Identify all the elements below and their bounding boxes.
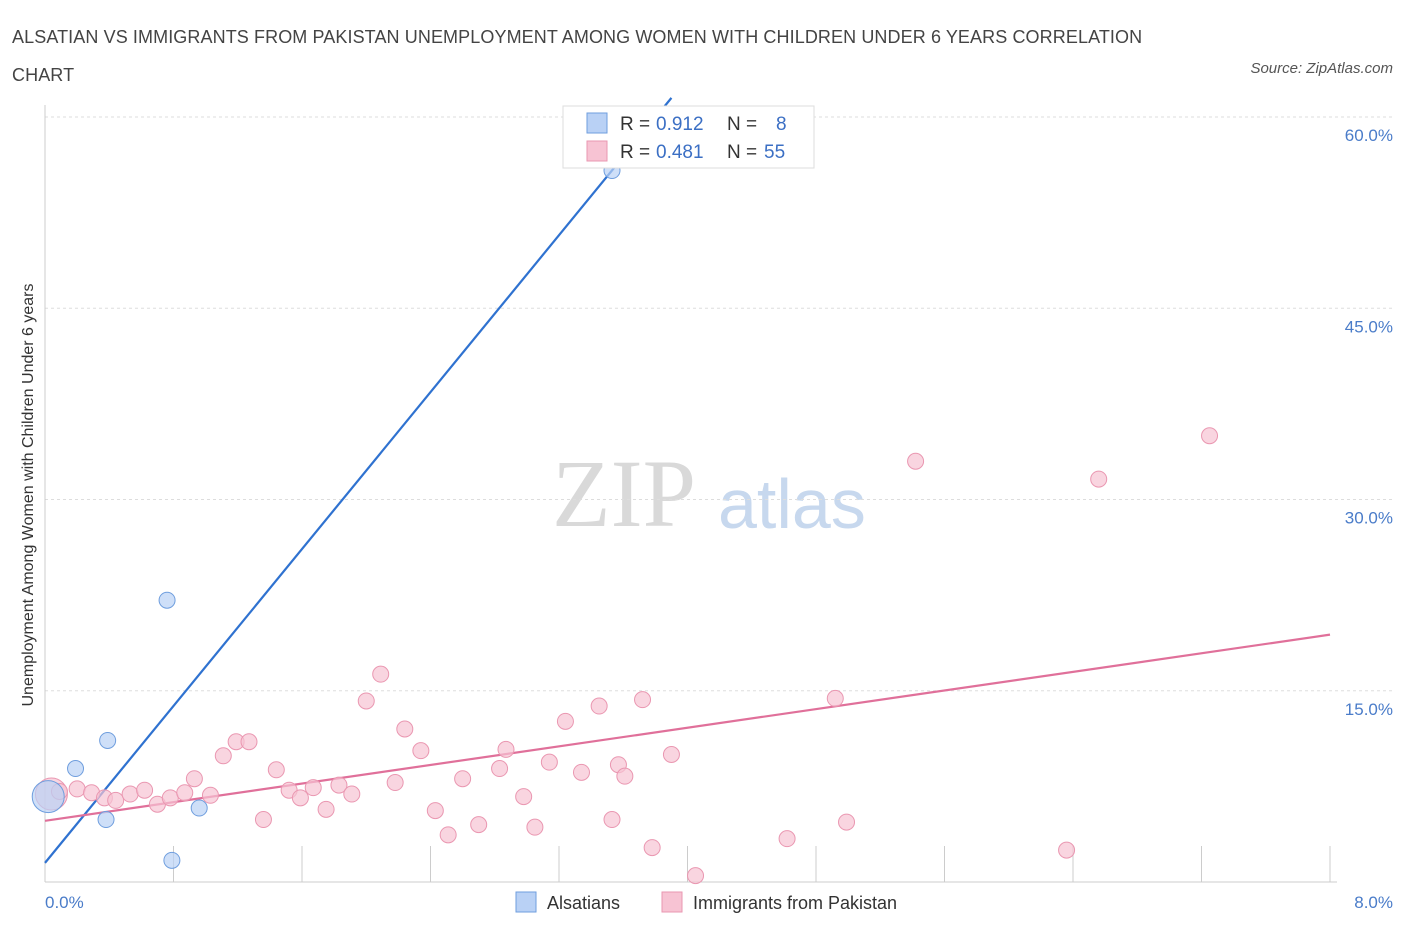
pakistan-point	[412, 742, 430, 760]
chart-title: ALSATIAN VS IMMIGRANTS FROM PAKISTAN UNE…	[12, 27, 1143, 85]
alsatian-point	[31, 780, 65, 814]
pakistan-point	[515, 788, 533, 806]
y-tick-label: 15.0%	[1345, 700, 1393, 719]
pakistan-point	[572, 763, 590, 781]
pakistan-point	[470, 816, 488, 834]
pakistan-point	[185, 770, 203, 788]
pakistan-point	[497, 740, 515, 758]
pakistan-point	[454, 770, 472, 788]
pakistan-point	[603, 811, 621, 829]
pakistan-point	[254, 811, 272, 829]
legend-swatch-alsatians	[586, 112, 608, 134]
gridlines	[45, 116, 1395, 692]
legend-n-label-2: N =	[727, 142, 757, 163]
pakistan-point	[161, 789, 179, 807]
y-axis-label: Unemployment Among Women with Children U…	[20, 283, 37, 706]
pakistan-point	[662, 746, 680, 763]
pakistan-point	[439, 826, 457, 844]
alsatian-point	[67, 760, 85, 778]
correlation-legend: R = 0.912 N = 8 R = 0.481 N = 55	[562, 105, 815, 169]
legend-r-value-2: 0.481	[656, 142, 704, 163]
pakistan-point	[176, 784, 194, 802]
legend-r-value-1: 0.912	[656, 114, 704, 135]
pakistan-trend-line	[44, 633, 1331, 822]
pakistan-point	[426, 802, 444, 820]
watermark: ZIP atlas	[552, 440, 866, 547]
tick-labels: 15.0% 30.0% 45.0% 60.0% 0.0% 8.0%	[45, 126, 1393, 912]
legend-n-value-1: 8	[776, 114, 787, 135]
pakistan-point	[136, 781, 154, 799]
pakistan-point	[907, 452, 925, 470]
pakistan-point	[201, 786, 219, 804]
data-points	[31, 162, 1219, 885]
pakistan-point	[357, 692, 375, 710]
pakistan-point	[687, 867, 705, 885]
pakistan-point	[556, 712, 574, 730]
x-tick-label-max: 8.0%	[1354, 893, 1393, 912]
alsatian-point	[190, 799, 208, 817]
pakistan-point	[68, 780, 86, 798]
y-tick-label: 30.0%	[1345, 509, 1393, 528]
pakistan-point	[1090, 470, 1108, 488]
legend-n-value-2: 55	[764, 142, 785, 163]
pakistan-point	[240, 733, 258, 751]
pakistan-point	[330, 776, 348, 794]
pakistan-point	[616, 767, 634, 785]
pakistan-point	[526, 818, 544, 836]
pakistan-point	[291, 789, 309, 807]
pakistan-point	[317, 800, 335, 818]
pakistan-point	[838, 813, 856, 831]
y-tick-label: 60.0%	[1345, 126, 1393, 145]
pakistan-point	[304, 779, 322, 797]
pakistan-point	[121, 785, 139, 803]
pakistan-point	[386, 774, 404, 792]
legend-r-label-2: R =	[620, 142, 650, 163]
watermark-zip: ZIP	[552, 440, 696, 547]
pakistan-point	[826, 689, 844, 707]
legend-bottom-alsatians: Alsatians	[547, 893, 620, 913]
pakistan-point	[107, 791, 125, 809]
legend-r-label-1: R =	[620, 114, 650, 135]
pakistan-point	[267, 761, 285, 779]
watermark-atlas: atlas	[718, 465, 866, 543]
legend-bottom-swatch-pakistan	[661, 891, 683, 913]
pakistan-point	[491, 760, 509, 778]
pakistan-point	[634, 691, 652, 709]
pakistan-point	[1058, 841, 1076, 859]
source-credit: Source: ZipAtlas.com	[1250, 60, 1393, 77]
x-tick-label-min: 0.0%	[45, 893, 84, 912]
legend-bottom-pakistan: Immigrants from Pakistan	[693, 893, 897, 913]
pakistan-point	[778, 830, 796, 848]
pakistan-point	[643, 839, 661, 857]
alsatian-trend-line	[44, 97, 673, 864]
trend-lines	[44, 97, 1331, 864]
legend-n-label-1: N =	[727, 114, 757, 135]
pakistan-point	[396, 720, 414, 738]
series-legend: Alsatians Immigrants from Pakistan	[515, 891, 897, 913]
alsatian-point	[163, 851, 181, 869]
alsatian-point	[158, 591, 176, 609]
pakistan-point	[214, 747, 232, 765]
pakistan-point	[372, 665, 390, 683]
alsatian-point	[99, 731, 117, 749]
pakistan-point	[1201, 427, 1219, 445]
legend-swatch-pakistan	[586, 140, 608, 162]
alsatian-point	[97, 811, 115, 829]
pakistan-point	[590, 697, 608, 715]
y-tick-label: 45.0%	[1345, 317, 1393, 336]
pakistan-point	[540, 753, 558, 771]
legend-bottom-swatch-alsatians	[515, 891, 537, 913]
pakistan-point	[343, 785, 361, 803]
